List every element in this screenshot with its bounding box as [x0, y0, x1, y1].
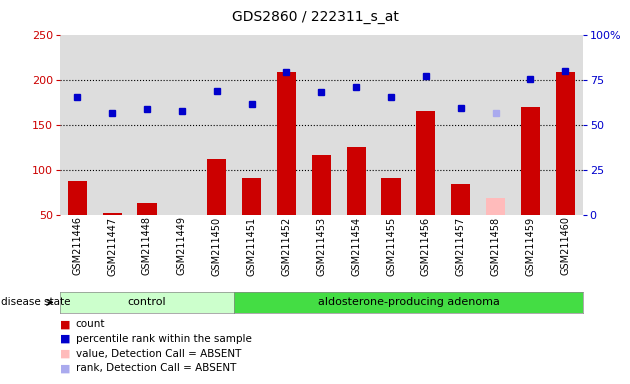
Text: count: count [76, 319, 105, 329]
Bar [94, 35, 130, 215]
Bar [339, 35, 374, 215]
Bar [67, 181, 87, 215]
Bar [60, 35, 94, 215]
Bar [103, 213, 122, 215]
Bar [312, 155, 331, 215]
Text: aldosterone-producing adenoma: aldosterone-producing adenoma [318, 297, 500, 308]
Bar [548, 35, 583, 215]
Bar [242, 178, 261, 215]
Bar [416, 111, 435, 215]
Bar [513, 35, 548, 215]
Bar [277, 71, 296, 215]
Text: value, Detection Call = ABSENT: value, Detection Call = ABSENT [76, 349, 241, 359]
Text: ■: ■ [60, 319, 71, 329]
Text: rank, Detection Call = ABSENT: rank, Detection Call = ABSENT [76, 363, 236, 373]
Text: ■: ■ [60, 349, 71, 359]
Bar [269, 35, 304, 215]
Bar [164, 35, 199, 215]
Text: ■: ■ [60, 363, 71, 373]
Bar [374, 35, 408, 215]
Bar [381, 178, 401, 215]
Bar [486, 198, 505, 215]
Bar [346, 147, 366, 215]
Text: percentile rank within the sample: percentile rank within the sample [76, 334, 251, 344]
Text: GDS2860 / 222311_s_at: GDS2860 / 222311_s_at [232, 10, 398, 23]
Bar [451, 184, 471, 215]
Bar [234, 35, 269, 215]
Bar [130, 35, 164, 215]
Text: disease state: disease state [1, 297, 71, 308]
Bar [207, 159, 226, 215]
Bar [137, 203, 157, 215]
Bar [444, 35, 478, 215]
Bar [199, 35, 234, 215]
Bar [556, 71, 575, 215]
Bar [521, 107, 540, 215]
Text: ■: ■ [60, 334, 71, 344]
Text: control: control [128, 297, 166, 308]
Bar [304, 35, 339, 215]
Bar [408, 35, 444, 215]
Bar [478, 35, 513, 215]
